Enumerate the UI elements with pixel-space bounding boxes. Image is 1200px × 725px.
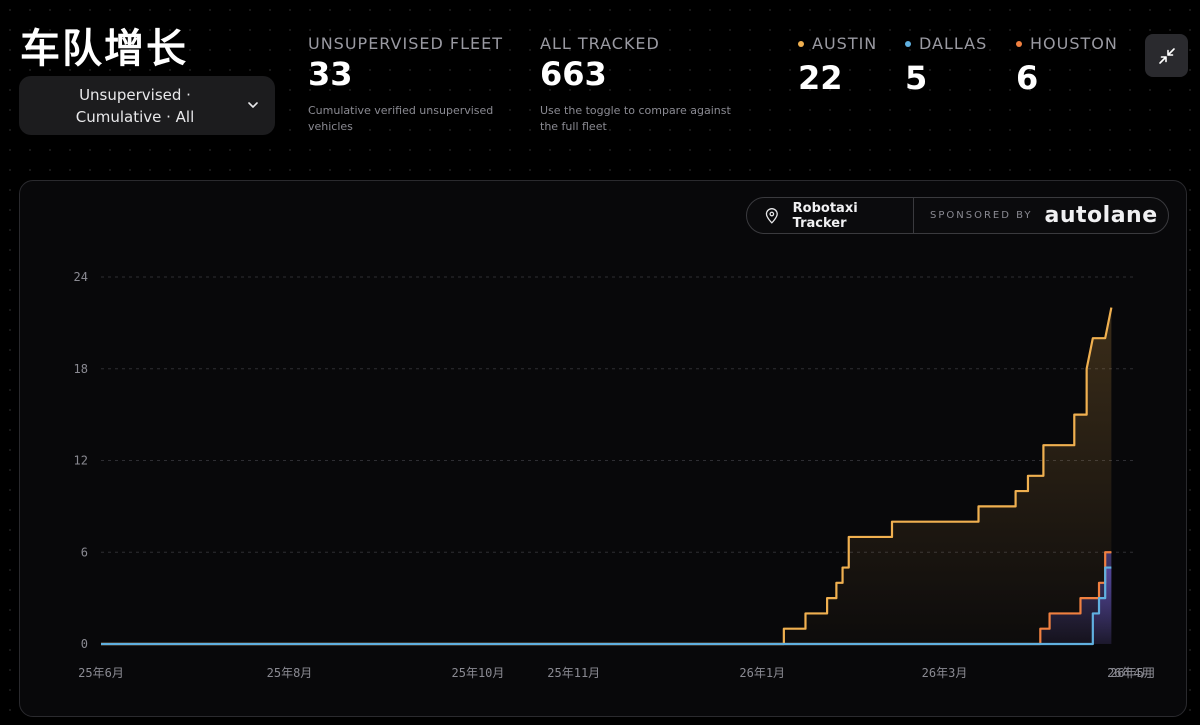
y-tick-label: 0 <box>81 637 88 651</box>
x-tick-label: 25年10月 <box>452 666 505 680</box>
x-tick-label: 25年8月 <box>267 666 313 680</box>
unsupervised-fleet-stat: UNSUPERVISED FLEET 33 Cumulative verifie… <box>308 34 518 135</box>
unsupervised-fleet-label: UNSUPERVISED FLEET <box>308 34 503 53</box>
fleet-filter-dropdown[interactable]: Unsupervised · Cumulative · All <box>19 76 275 135</box>
city-stat-austin: AUSTIN 22 <box>798 34 877 97</box>
tracker-label: Robotaxi Tracker <box>792 200 858 231</box>
all-tracked-stat: ALL TRACKED 663 Use the toggle to compar… <box>540 34 750 135</box>
houston-value: 6 <box>1016 59 1039 97</box>
x-tick-label: 25年11月 <box>547 666 600 680</box>
x-tick-label: 26年4月 <box>1107 666 1153 680</box>
sponsor-block: SPONSORED BY autolane <box>914 203 1158 228</box>
city-stat-houston: HOUSTON 6 <box>1016 34 1118 97</box>
robotaxi-tracker-link[interactable]: Robotaxi Tracker <box>747 198 914 233</box>
collapse-icon <box>1158 47 1175 64</box>
x-tick-label: 26年5月 <box>1110 666 1156 680</box>
unsupervised-fleet-description: Cumulative verified unsupervised vehicle… <box>308 104 494 133</box>
x-tick-label: 26年3月 <box>922 666 968 680</box>
chevron-down-icon <box>248 102 258 108</box>
series-line-dallas <box>101 566 1112 646</box>
y-tick-label: 12 <box>74 454 88 468</box>
houston-dot-icon <box>1016 40 1022 47</box>
unsupervised-fleet-value: 33 <box>308 55 353 93</box>
dallas-label: DALLAS <box>919 34 988 53</box>
tracker-badge: Robotaxi Tracker SPONSORED BY autolane <box>746 197 1169 234</box>
all-tracked-label: ALL TRACKED <box>540 34 660 53</box>
austin-label: AUSTIN <box>812 34 878 53</box>
x-tick-label: 25年6月 <box>78 666 124 680</box>
y-tick-label: 18 <box>74 362 88 376</box>
map-pin-icon <box>765 207 778 224</box>
y-tick-label: 24 <box>74 270 88 284</box>
sponsor-logo: autolane <box>1044 203 1158 228</box>
fleet-filter-label: Unsupervised · Cumulative · All <box>75 85 195 126</box>
x-tick-label: 26年1月 <box>739 666 785 680</box>
dallas-value: 5 <box>905 59 928 97</box>
austin-dot-icon <box>798 40 804 47</box>
all-tracked-description: Use the toggle to compare against the fu… <box>540 104 731 133</box>
austin-value: 22 <box>798 59 843 97</box>
collapse-button[interactable] <box>1145 34 1188 77</box>
houston-label: HOUSTON <box>1030 34 1118 53</box>
dallas-dot-icon <box>905 40 911 47</box>
series-area-austin <box>101 307 1112 644</box>
city-stat-dallas: DALLAS 5 <box>905 34 987 97</box>
series-line-austin <box>101 307 1113 646</box>
sponsor-label: SPONSORED BY <box>930 210 1033 221</box>
page-title: 车队增长 <box>20 26 188 72</box>
y-tick-label: 6 <box>81 545 88 559</box>
all-tracked-value: 663 <box>540 55 607 93</box>
